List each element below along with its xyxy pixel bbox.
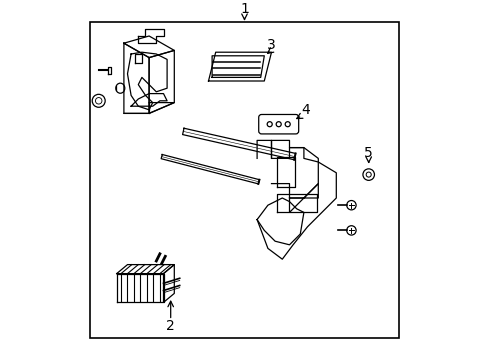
Bar [89,22,399,338]
Text: 4: 4 [301,103,309,117]
Text: 5: 5 [364,146,372,160]
Text: 2: 2 [166,319,175,333]
Text: 1: 1 [240,2,248,16]
Text: 3: 3 [266,38,275,52]
